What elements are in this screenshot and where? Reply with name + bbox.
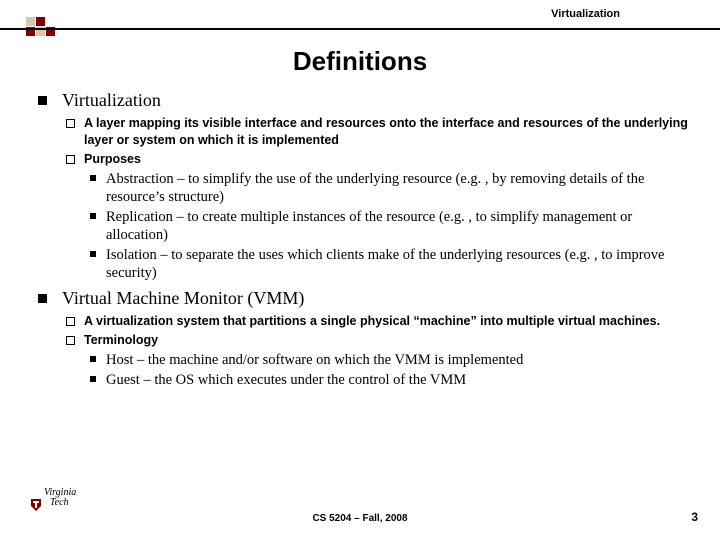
sublist-lvl3: Host – the machine and/or software on wh…	[84, 351, 690, 389]
bullet-text: Guest – the OS which executes under the …	[106, 372, 466, 388]
bullet-lvl3: Abstraction – to simplify the use of the…	[84, 170, 690, 206]
bullet-text: Purposes	[84, 152, 141, 166]
accent-square	[36, 17, 45, 26]
bullet-lvl1: Virtual Machine Monitor (VMM) A virtualiz…	[32, 288, 690, 389]
bullet-lvl3: Host – the machine and/or software on wh…	[84, 351, 690, 369]
bullet-lvl3: Replication – to create multiple instanc…	[84, 208, 690, 244]
vt-line2: Tech	[50, 498, 76, 508]
footer-center-text: CS 5204 – Fall, 2008	[0, 513, 720, 524]
accent-square	[26, 17, 35, 26]
bullet-text: Terminology	[84, 333, 158, 347]
bullet-text: Host – the machine and/or software on wh…	[106, 352, 523, 368]
content-area: Virtualization A layer mapping its visibl…	[32, 90, 690, 395]
slide: Virtualization Definitions Virtualizatio…	[0, 0, 720, 540]
bullet-lvl3: Guest – the OS which executes under the …	[84, 371, 690, 389]
vt-logo: Virginia Tech	[30, 488, 90, 514]
sublist-lvl2: A virtualization system that partitions …	[62, 313, 690, 389]
slide-title: Definitions	[0, 46, 720, 77]
vt-text-block: Virginia Tech	[44, 488, 76, 508]
bullet-text: A layer mapping its visible interface an…	[84, 116, 688, 147]
bullet-lvl1: Virtualization A layer mapping its visibl…	[32, 90, 690, 282]
bullet-list: Virtualization A layer mapping its visibl…	[32, 90, 690, 389]
page-number: 3	[691, 510, 698, 524]
bullet-text: A virtualization system that partitions …	[84, 314, 660, 328]
vt-shield-icon	[30, 498, 42, 512]
bullet-text: Virtual Machine Monitor (VMM)	[62, 288, 304, 308]
bullet-lvl2: Terminology Host – the machine and/or sof…	[62, 332, 690, 389]
bullet-text: Isolation – to separate the uses which c…	[106, 247, 665, 281]
bullet-lvl2: Purposes Abstraction – to simplify the us…	[62, 151, 690, 283]
bullet-text: Replication – to create multiple instanc…	[106, 209, 632, 243]
bullet-lvl2: A virtualization system that partitions …	[62, 313, 690, 330]
header-label: Virtualization	[551, 8, 620, 20]
bullet-text: Virtualization	[62, 90, 161, 110]
bullet-lvl3: Isolation – to separate the uses which c…	[84, 246, 690, 282]
sublist-lvl3: Abstraction – to simplify the use of the…	[84, 170, 690, 283]
bullet-lvl2: A layer mapping its visible interface an…	[62, 115, 690, 149]
bullet-text: Abstraction – to simplify the use of the…	[106, 171, 644, 205]
header-rule	[0, 28, 720, 30]
sublist-lvl2: A layer mapping its visible interface an…	[62, 115, 690, 282]
